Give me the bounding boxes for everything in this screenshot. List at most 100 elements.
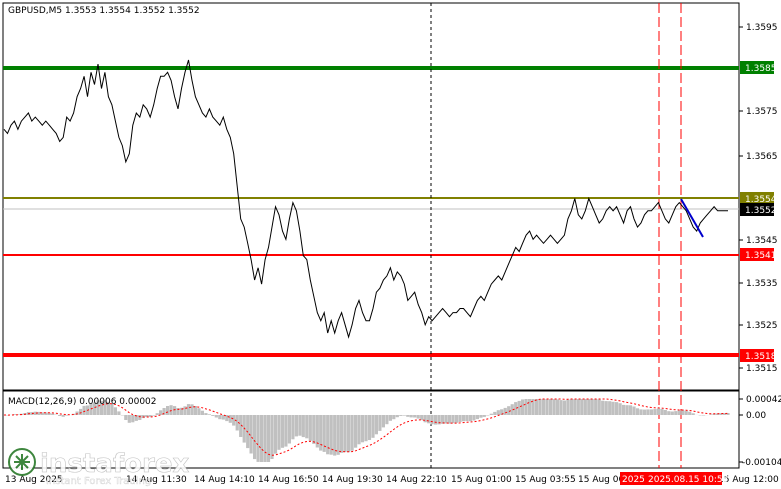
price-axis: 1.3595 1.3575 1.3565 1.3545 1.3535 1.352… [739,23,778,374]
resistance-tag-label: 1.3585 [745,64,777,74]
time-label: 14 Aug 19:30 [322,475,383,485]
macd-bar [597,399,601,415]
macd-bar [615,402,619,415]
macd-bar [528,399,532,415]
macd-bar [500,409,504,415]
macd-bar [197,408,201,415]
macd-bar [260,415,264,462]
macd-bar [204,413,208,415]
macd-bar [340,415,344,453]
time-label: 14 Aug 11:30 [126,475,187,485]
price-tick: 1.3545 [746,236,778,246]
time-label: 15 Aug 03:55 [515,475,576,485]
macd-bar [660,408,664,415]
macd-bar [399,415,403,416]
macd-bar [548,399,553,415]
macd-bar [618,403,622,415]
macd-bar [569,399,573,415]
time-label: 15 Aug 01:00 [451,475,512,485]
macd-bar [381,415,385,428]
macd-bar [632,406,636,415]
svg-text:2025.08.15 10:55: 2025.08.15 10:55 [648,475,728,485]
macd-bar [722,413,727,415]
symbol-header: GBPUSD,M5 1.3553 1.3554 1.3552 1.3552 [8,6,200,16]
macd-bar [486,415,490,416]
macd-bar [190,404,194,415]
macd-bar [343,415,347,453]
macd-bar [92,402,97,415]
macd-bar [430,415,434,425]
macd-bar [30,412,34,415]
macd-bar [388,415,392,421]
macd-bar [354,415,358,448]
macd-bar [75,411,79,415]
macd-bar [221,415,225,420]
macd-bar [709,414,713,415]
macd-bar [465,415,469,422]
macd-bar [294,415,298,437]
current-level-tag [740,192,774,205]
macd-bar [507,406,511,415]
macd-bar [524,399,528,415]
macd-bar [193,406,197,415]
macd-bar [350,415,354,451]
macd-bar [562,400,566,415]
macd-bar [726,413,730,415]
macd-bar [628,405,633,415]
current-price-tag-label: 1.3552 [745,206,777,216]
macd-bar [489,413,493,415]
macd-bar [454,415,459,423]
macd-axis: 0.00042 0.00 -0.00104 [739,395,781,468]
macd-bar [312,415,316,444]
macd-bar [674,411,678,415]
macd-bar [308,415,312,441]
macd-bar [472,415,476,421]
macd-bar [416,415,420,419]
macd-bar [162,408,166,415]
price-tick: 1.3515 [746,364,778,374]
macd-bar [326,415,330,455]
macd-bar [479,415,483,418]
macd-bar [583,399,587,415]
macd-bar [521,399,525,415]
support-tag-1-label: 1.3541 [745,251,777,261]
macd-bar [235,415,239,431]
macd-bar [277,415,281,450]
macd-bar [131,415,135,423]
macd-bar [649,409,653,415]
macd-bar [552,399,556,415]
macd-bar [712,413,716,415]
macd-bar [186,404,191,415]
macd-bar [106,401,110,415]
price-tick: 1.3595 [746,23,778,33]
time-label: 13 Aug 2025 [5,475,63,485]
macd-label: MACD(12,26,9) 0.00006 0.00002 [8,397,157,407]
macd-bar [392,415,396,420]
macd-bar [625,405,629,415]
macd-bar [427,415,431,424]
macd-bar [413,415,417,418]
macd-bar [40,412,44,415]
macd-bar [280,415,285,448]
price-tick: 1.3535 [746,279,778,289]
macd-bar [270,415,274,459]
macd-bar [145,415,149,417]
macd-bar [635,408,640,415]
macd-bar [228,415,232,423]
macd-bar [117,411,121,415]
trend-arrow-line [680,198,704,238]
macd-bar [555,399,559,415]
macd-bar [510,404,514,415]
macd-bar [604,401,608,415]
price-tick: 1.3575 [746,107,778,117]
macd-bar [461,415,466,422]
macd-bar [273,415,278,454]
macd-bar [239,415,243,437]
macd-bar [535,399,539,415]
macd-signal-line [3,398,729,456]
macd-bar [159,410,163,415]
macd-bar [395,415,399,418]
svg-text:-0.00104: -0.00104 [742,458,781,468]
macd-histogram [5,399,730,462]
